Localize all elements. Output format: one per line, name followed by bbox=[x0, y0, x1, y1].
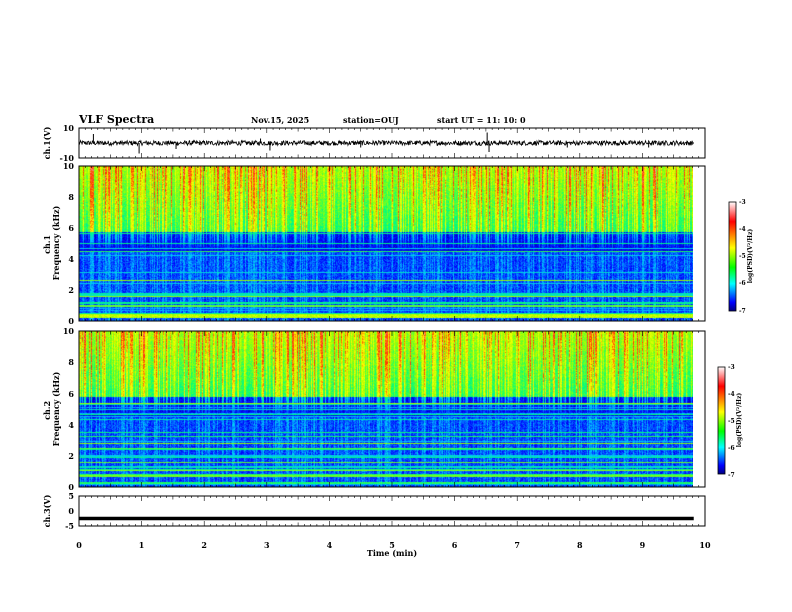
ch1-ylabel-channel: ch.1 bbox=[42, 235, 52, 254]
ch1-spectrogram-image-wrap bbox=[79, 166, 693, 321]
time-tick-label: 1 bbox=[139, 540, 145, 550]
ch2-ylabel-frequency: Frequency (kHz) bbox=[51, 371, 61, 446]
figure-title: VLF Spectra bbox=[78, 113, 154, 126]
ch1-spectrogram-image bbox=[79, 166, 693, 321]
ch1-waveform-ylabel: ch.1(V) bbox=[42, 126, 52, 159]
ch2-colorbar-frame bbox=[717, 366, 726, 475]
ch2-freq-tick-0: 0 bbox=[68, 482, 74, 492]
ch2-colorbar-gradient-wrap bbox=[718, 367, 725, 474]
ch1-freq-tick-0: 0 bbox=[68, 316, 74, 326]
ch2-colorbar-gradient bbox=[718, 367, 725, 474]
time-tick-label: 0 bbox=[76, 540, 82, 550]
time-tick-label: 8 bbox=[577, 540, 583, 550]
ch2-spectrogram-image-wrap bbox=[79, 331, 693, 487]
time-tick-label: 6 bbox=[452, 540, 458, 550]
ch1-ylabel-frequency: Frequency (kHz) bbox=[51, 205, 61, 280]
ch2-cb-tick-m6: -6 bbox=[728, 445, 735, 452]
ch1-cb-tick-m6: -6 bbox=[739, 280, 746, 287]
ch1-cb-tick-m4: -4 bbox=[739, 226, 746, 233]
time-tick-label: 7 bbox=[514, 540, 520, 550]
ch1-freq-tick-4: 4 bbox=[68, 254, 74, 264]
ch3-ytick-bottom: -5 bbox=[65, 521, 74, 531]
ch3-waveform-ticks bbox=[78, 496, 706, 526]
ch1-colorbar-frame bbox=[728, 201, 737, 312]
ch2-freq-tick-4: 4 bbox=[68, 420, 74, 430]
ch2-colorbar-label: log(PSD)(V²/Hz) bbox=[736, 393, 743, 448]
ch2-spectrogram-image bbox=[79, 331, 693, 487]
ch3-waveform-panel: 5 0 -5 ch.3(V) bbox=[42, 491, 706, 531]
ch2-freq-tick-8: 8 bbox=[68, 357, 74, 367]
time-axis-label: Time (min) bbox=[367, 548, 417, 558]
ch2-spectrogram-yticks: 0 2 4 6 8 10 bbox=[63, 326, 75, 492]
ch1-spectrogram-yticks: 0 2 4 6 8 10 bbox=[63, 161, 75, 326]
start-time-label: start UT = 11: 10: 0 bbox=[437, 115, 526, 125]
ch1-freq-tick-10: 10 bbox=[63, 161, 75, 171]
time-tick-label: 3 bbox=[264, 540, 270, 550]
ch1-waveform-trace bbox=[78, 132, 695, 154]
ch1-freq-tick-2: 2 bbox=[68, 285, 74, 295]
time-axis-tick-labels: 0 1 2 3 4 5 6 7 8 9 10 bbox=[76, 540, 711, 550]
time-tick-label: 4 bbox=[327, 540, 333, 550]
ch1-spectrogram-ticks bbox=[78, 166, 706, 321]
ch1-cb-tick-m7: -7 bbox=[739, 308, 746, 315]
time-tick-label: 2 bbox=[201, 540, 207, 550]
ch2-cb-tick-m7: -7 bbox=[728, 472, 735, 479]
ch2-cb-tick-m4: -4 bbox=[728, 391, 735, 398]
ch2-freq-tick-6: 6 bbox=[68, 389, 74, 399]
ch1-ytick-bottom: -10 bbox=[60, 153, 75, 163]
ch1-ytick-top: 10 bbox=[63, 123, 75, 133]
ch2-spectrogram-panel: 0 2 4 6 8 10 ch.2 Frequency (kHz) bbox=[42, 326, 706, 492]
ch1-freq-tick-6: 6 bbox=[68, 223, 74, 233]
ch1-waveform-panel: 10 -10 ch.1(V) bbox=[42, 123, 706, 163]
ch1-waveform-ticks bbox=[78, 128, 706, 158]
ch2-colorbar: -3 -4 -5 -6 -7 log(PSD)(V²/Hz) bbox=[717, 364, 743, 479]
ch3-waveform-ylabel: ch.3(V) bbox=[42, 494, 52, 527]
ch1-waveform-line bbox=[78, 139, 695, 147]
ch1-cb-tick-m5: -5 bbox=[739, 253, 746, 260]
date-label: Nov.15, 2025 bbox=[251, 115, 309, 125]
time-tick-label: 5 bbox=[389, 540, 395, 550]
time-tick-label: 10 bbox=[699, 540, 711, 550]
ch2-spectrogram-ticks bbox=[78, 331, 706, 487]
ch2-cb-tick-m5: -5 bbox=[728, 418, 735, 425]
ch2-freq-tick-2: 2 bbox=[68, 451, 74, 461]
ch1-freq-tick-8: 8 bbox=[68, 192, 74, 202]
ch1-spectrogram-ylabel: ch.1 Frequency (kHz) bbox=[42, 205, 61, 280]
ch3-ytick-mid: 0 bbox=[68, 506, 74, 516]
ch2-freq-tick-10: 10 bbox=[63, 326, 75, 336]
ch1-spectrogram-panel: 0 2 4 6 8 10 ch.1 Frequency (kHz) bbox=[42, 161, 706, 326]
ch1-colorbar-label: log(PSD)(V²/Hz) bbox=[747, 229, 754, 284]
ch1-colorbar-gradient bbox=[729, 202, 736, 311]
ch2-spectrogram-ylabel: ch.2 Frequency (kHz) bbox=[42, 371, 61, 446]
ch1-colorbar-gradient-wrap bbox=[729, 202, 736, 311]
ch2-cb-tick-m3: -3 bbox=[728, 364, 735, 371]
ch1-colorbar: -3 -4 -5 -6 -7 log(PSD)(V²/Hz) bbox=[728, 199, 754, 315]
ch1-cb-tick-m3: -3 bbox=[739, 199, 746, 206]
ch2-ylabel-channel: ch.2 bbox=[42, 401, 52, 420]
time-tick-label: 9 bbox=[640, 540, 646, 550]
station-label: station=OUJ bbox=[343, 115, 399, 125]
ch3-ytick-top: 5 bbox=[68, 491, 74, 501]
